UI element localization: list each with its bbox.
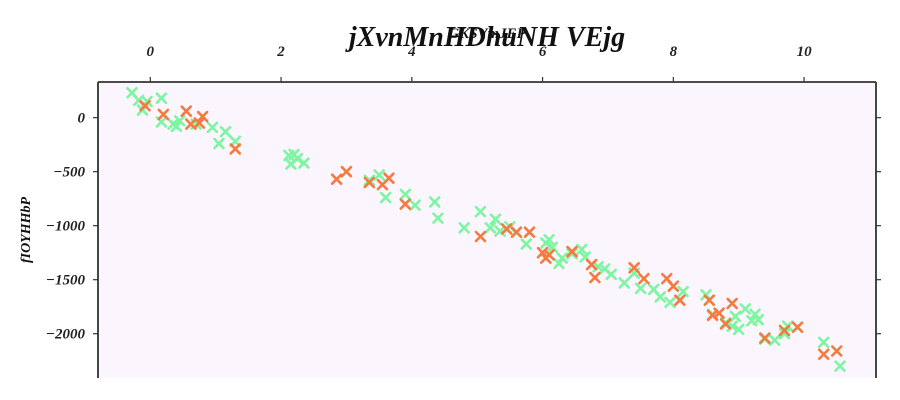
data-point-series-2 [330,173,343,186]
data-point-series-1 [768,334,781,346]
data-point-series-1 [729,310,742,323]
data-point-series-2 [510,226,523,238]
data-point-series-2 [543,249,555,261]
data-point-series-1 [834,360,846,372]
data-point-series-1 [817,336,830,349]
data-point-series-2 [383,172,395,184]
data-point-series-2 [589,271,601,284]
data-point-series-1 [489,213,502,225]
data-point-series-2 [638,272,650,285]
y-tick-label: −500 [53,165,85,181]
y-tick-label: −2000 [46,327,86,343]
data-point-series-1 [677,285,689,298]
data-point-series-1 [173,115,186,127]
data-point-series-1 [373,169,385,181]
data-point-series-2 [585,258,598,271]
data-point-series-2 [474,230,487,243]
x-tick-label: 4 [407,44,416,60]
data-point-series-1 [206,121,219,134]
data-point-series-2 [566,245,578,258]
data-point-series-1 [732,323,745,336]
data-point-series-1 [618,277,631,289]
data-point-series-1 [546,241,559,254]
data-point-series-2 [817,348,830,361]
y-axis-label: fIOYHHbP [19,197,34,264]
axes: 0 2 4 6 8 10 0 −500 −1000 −1500 −2000 [46,44,881,378]
data-point-series-2 [340,165,353,178]
data-point-series-2 [719,318,732,330]
data-point-series-1 [654,291,667,303]
data-points [126,87,846,372]
data-point-series-1 [474,205,487,218]
data-point-series-1 [553,257,565,270]
y-tick-label: 0 [78,111,86,127]
x-axis-label: GKSVmJEP [448,26,526,42]
data-point-series-2 [229,143,242,155]
data-point-series-1 [566,247,578,260]
data-point-series-1 [428,196,441,208]
data-point-series-1 [520,238,533,250]
chart-title: jXvnMnHDhuNH VEjg [345,22,625,53]
data-point-series-1 [664,296,676,309]
data-point-series-2 [523,226,536,238]
data-point-series-1 [778,327,791,340]
data-point-series-1 [219,125,232,138]
x-tick-label: 0 [147,44,155,60]
data-point-series-2 [628,262,640,274]
data-point-series-1 [458,222,470,234]
data-point-series-2 [703,294,716,307]
data-point-series-1 [409,199,421,211]
x-tick-label: 6 [539,44,547,60]
data-point-series-1 [700,289,712,301]
data-point-series-2 [363,176,376,189]
data-point-series-1 [155,92,168,105]
data-point-series-2 [180,105,193,117]
data-point-series-2 [726,297,738,310]
data-point-series-1 [752,313,765,326]
y-tick-label: −1500 [46,273,86,289]
data-point-series-2 [157,108,170,121]
data-point-series-2 [759,332,771,344]
data-point-series-1 [432,212,444,224]
x-tick-label: 8 [670,44,678,60]
data-point-series-2 [399,198,412,210]
data-point-series-1 [739,303,752,315]
data-point-series-2 [674,294,686,307]
data-point-series-1 [575,243,588,256]
data-point-series-1 [484,222,497,234]
x-tick-label: 10 [797,44,813,60]
data-point-series-1 [543,233,555,246]
data-point-series-2 [667,280,680,292]
data-point-series-2 [791,321,804,334]
data-point-series-1 [749,308,761,321]
data-point-series-1 [634,282,647,295]
data-point-series-2 [778,324,791,337]
data-point-series-1 [213,137,225,150]
data-point-series-1 [605,268,618,281]
data-point-series-2 [713,307,725,319]
data-point-series-1 [291,152,304,165]
data-point-series-1 [399,188,412,201]
data-point-series-1 [379,191,392,204]
y-tick-label: −1000 [46,219,86,235]
data-point-series-1 [363,174,376,187]
data-point-series-1 [170,120,183,133]
data-point-series-2 [196,110,209,123]
data-point-series-2 [193,117,206,129]
data-point-series-2 [139,99,151,112]
data-point-series-2 [830,345,843,357]
data-point-series-1 [298,157,310,169]
x-tick-label: 2 [276,44,285,60]
data-point-series-2 [500,223,513,235]
data-point-series-1 [556,252,568,264]
